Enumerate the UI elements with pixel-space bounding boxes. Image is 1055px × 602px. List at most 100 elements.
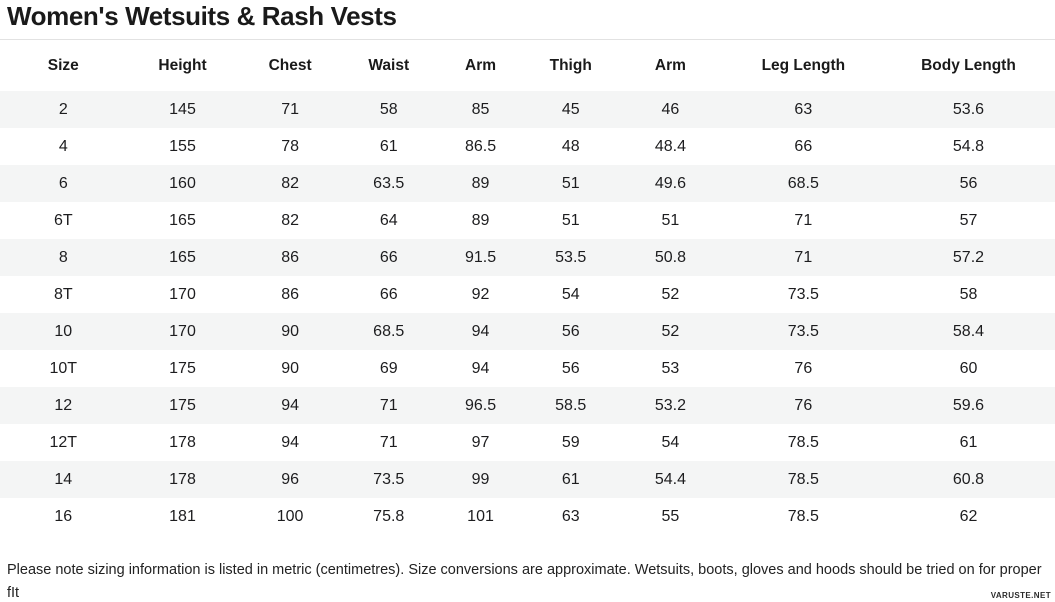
table-cell: 45 (561, 100, 580, 118)
table-cell: 16 (54, 507, 73, 525)
table-cell: 96.5 (464, 396, 497, 414)
table-cell: 58.4 (952, 322, 985, 340)
table-cell: 76 (794, 396, 813, 414)
column-header: Body Length (881, 40, 1055, 91)
table-cell: 56 (959, 174, 978, 192)
table-cell: 69 (379, 359, 398, 377)
table-cell: 78.5 (787, 433, 819, 451)
table-cell: 175 (169, 396, 196, 414)
table-cell: 73.5 (787, 285, 819, 303)
table-cell: 101 (467, 507, 494, 525)
table-cell: 10 (54, 322, 73, 340)
column-header: Thigh (525, 40, 617, 91)
table-cell: 145 (169, 100, 196, 118)
table-cell: 51 (661, 211, 680, 229)
table-cell: 94 (281, 433, 299, 451)
table-row: 6T 165 82 64 89 51 51 71 57 (0, 202, 1055, 239)
table-cell: 73.5 (373, 470, 405, 488)
table-cell: 54 (661, 433, 680, 451)
table-cell: 85 (471, 100, 490, 118)
table-cell: 14 (54, 470, 73, 488)
table-cell: 68.5 (787, 174, 819, 192)
table-cell: 56 (561, 322, 580, 340)
watermark-logo: VARUSTE.NET (990, 591, 1051, 600)
table-cell: 2 (58, 100, 68, 118)
table-cell: 53.5 (555, 248, 587, 266)
table-cell: 78 (281, 137, 299, 155)
table-cell: 96 (281, 470, 299, 488)
table-cell: 155 (169, 137, 196, 155)
table-row: 2 145 71 58 85 45 46 63 53.6 (0, 91, 1055, 128)
table-cell: 89 (471, 174, 490, 192)
table-cell: 82 (281, 174, 299, 192)
table-cell: 63 (561, 507, 580, 525)
table-cell: 165 (169, 248, 196, 266)
table-cell: 61 (379, 137, 398, 155)
table-cell: 48.4 (654, 137, 686, 155)
table-row: 10T 175 90 69 94 56 53 76 60 (0, 350, 1055, 387)
sizing-note: Please note sizing information is listed… (7, 562, 1042, 601)
table-cell: 91.5 (464, 248, 497, 266)
table-cell: 97 (471, 433, 490, 451)
table-cell: 170 (169, 285, 196, 303)
table-cell: 58 (959, 285, 978, 303)
table-cell: 53.2 (654, 396, 686, 414)
column-header: Height (126, 40, 239, 91)
table-cell: 63.5 (373, 174, 405, 192)
table-cell: 59 (561, 433, 580, 451)
table-cell: 100 (276, 507, 304, 525)
table-row: 4 155 78 61 86.5 48 48.4 66 54.8 (0, 128, 1055, 165)
page-title: Women's Wetsuits & Rash Vests (7, 1, 397, 31)
table-cell: 46 (661, 100, 680, 118)
table-cell: 51 (561, 174, 580, 192)
table-row: 8T 170 86 66 92 54 52 73.5 58 (0, 276, 1055, 313)
table-cell: 175 (169, 359, 196, 377)
table-row: 12T 178 94 71 97 59 54 78.5 61 (0, 424, 1055, 461)
table-cell: 71 (379, 396, 398, 414)
table-cell: 66 (379, 248, 398, 266)
table-cell: 6T (53, 211, 73, 229)
table-cell: 86 (281, 248, 299, 266)
column-header: Waist (341, 40, 436, 91)
table-cell: 178 (169, 433, 196, 451)
table-cell: 4 (58, 137, 68, 155)
column-header: Arm (616, 40, 725, 91)
table-cell: 66 (379, 285, 398, 303)
table-cell: 54.8 (952, 137, 985, 155)
table-cell: 60.8 (952, 470, 985, 488)
table-cell: 61 (959, 433, 978, 451)
table-cell: 73.5 (787, 322, 819, 340)
table-cell: 68.5 (373, 322, 405, 340)
table-cell: 63 (794, 100, 813, 118)
table-cell: 54 (561, 285, 580, 303)
size-table-header: Size Height Chest Waist Arm Thigh Arm Leg Lengt… (0, 40, 1055, 91)
column-header: Arm (435, 40, 526, 91)
table-cell: 94 (471, 322, 490, 340)
table-cell: 51 (561, 211, 580, 229)
size-table: Size Height Chest Waist Arm Thigh Arm Leg Lengt… (0, 40, 1055, 535)
table-cell: 10T (49, 359, 78, 377)
table-cell: 75.8 (373, 507, 405, 525)
table-row: 12 175 94 71 96.5 58.5 53.2 76 59.6 (0, 387, 1055, 424)
table-cell: 64 (379, 211, 398, 229)
table-cell: 50.8 (654, 248, 686, 266)
table-row: 16 181 100 75.8 101 63 55 78.5 62 (0, 498, 1055, 535)
table-cell: 48 (561, 137, 580, 155)
column-header: Size (0, 40, 127, 91)
table-row: 10 170 90 68.5 94 56 52 73.5 58.4 (0, 313, 1055, 350)
table-cell: 71 (794, 211, 813, 229)
table-cell: 57.2 (952, 248, 985, 266)
table-row: 6 160 82 63.5 89 51 49.6 68.5 56 (0, 165, 1055, 202)
table-cell: 66 (794, 137, 813, 155)
table-cell: 12 (54, 396, 73, 414)
table-cell: 52 (661, 285, 680, 303)
table-cell: 58 (379, 100, 398, 118)
table-cell: 55 (661, 507, 680, 525)
table-cell: 59.6 (952, 396, 985, 414)
table-cell: 52 (661, 322, 680, 340)
table-cell: 71 (794, 248, 813, 266)
table-cell: 6 (58, 174, 68, 192)
table-cell: 53 (661, 359, 680, 377)
table-cell: 165 (169, 211, 196, 229)
table-cell: 78.5 (787, 507, 819, 525)
